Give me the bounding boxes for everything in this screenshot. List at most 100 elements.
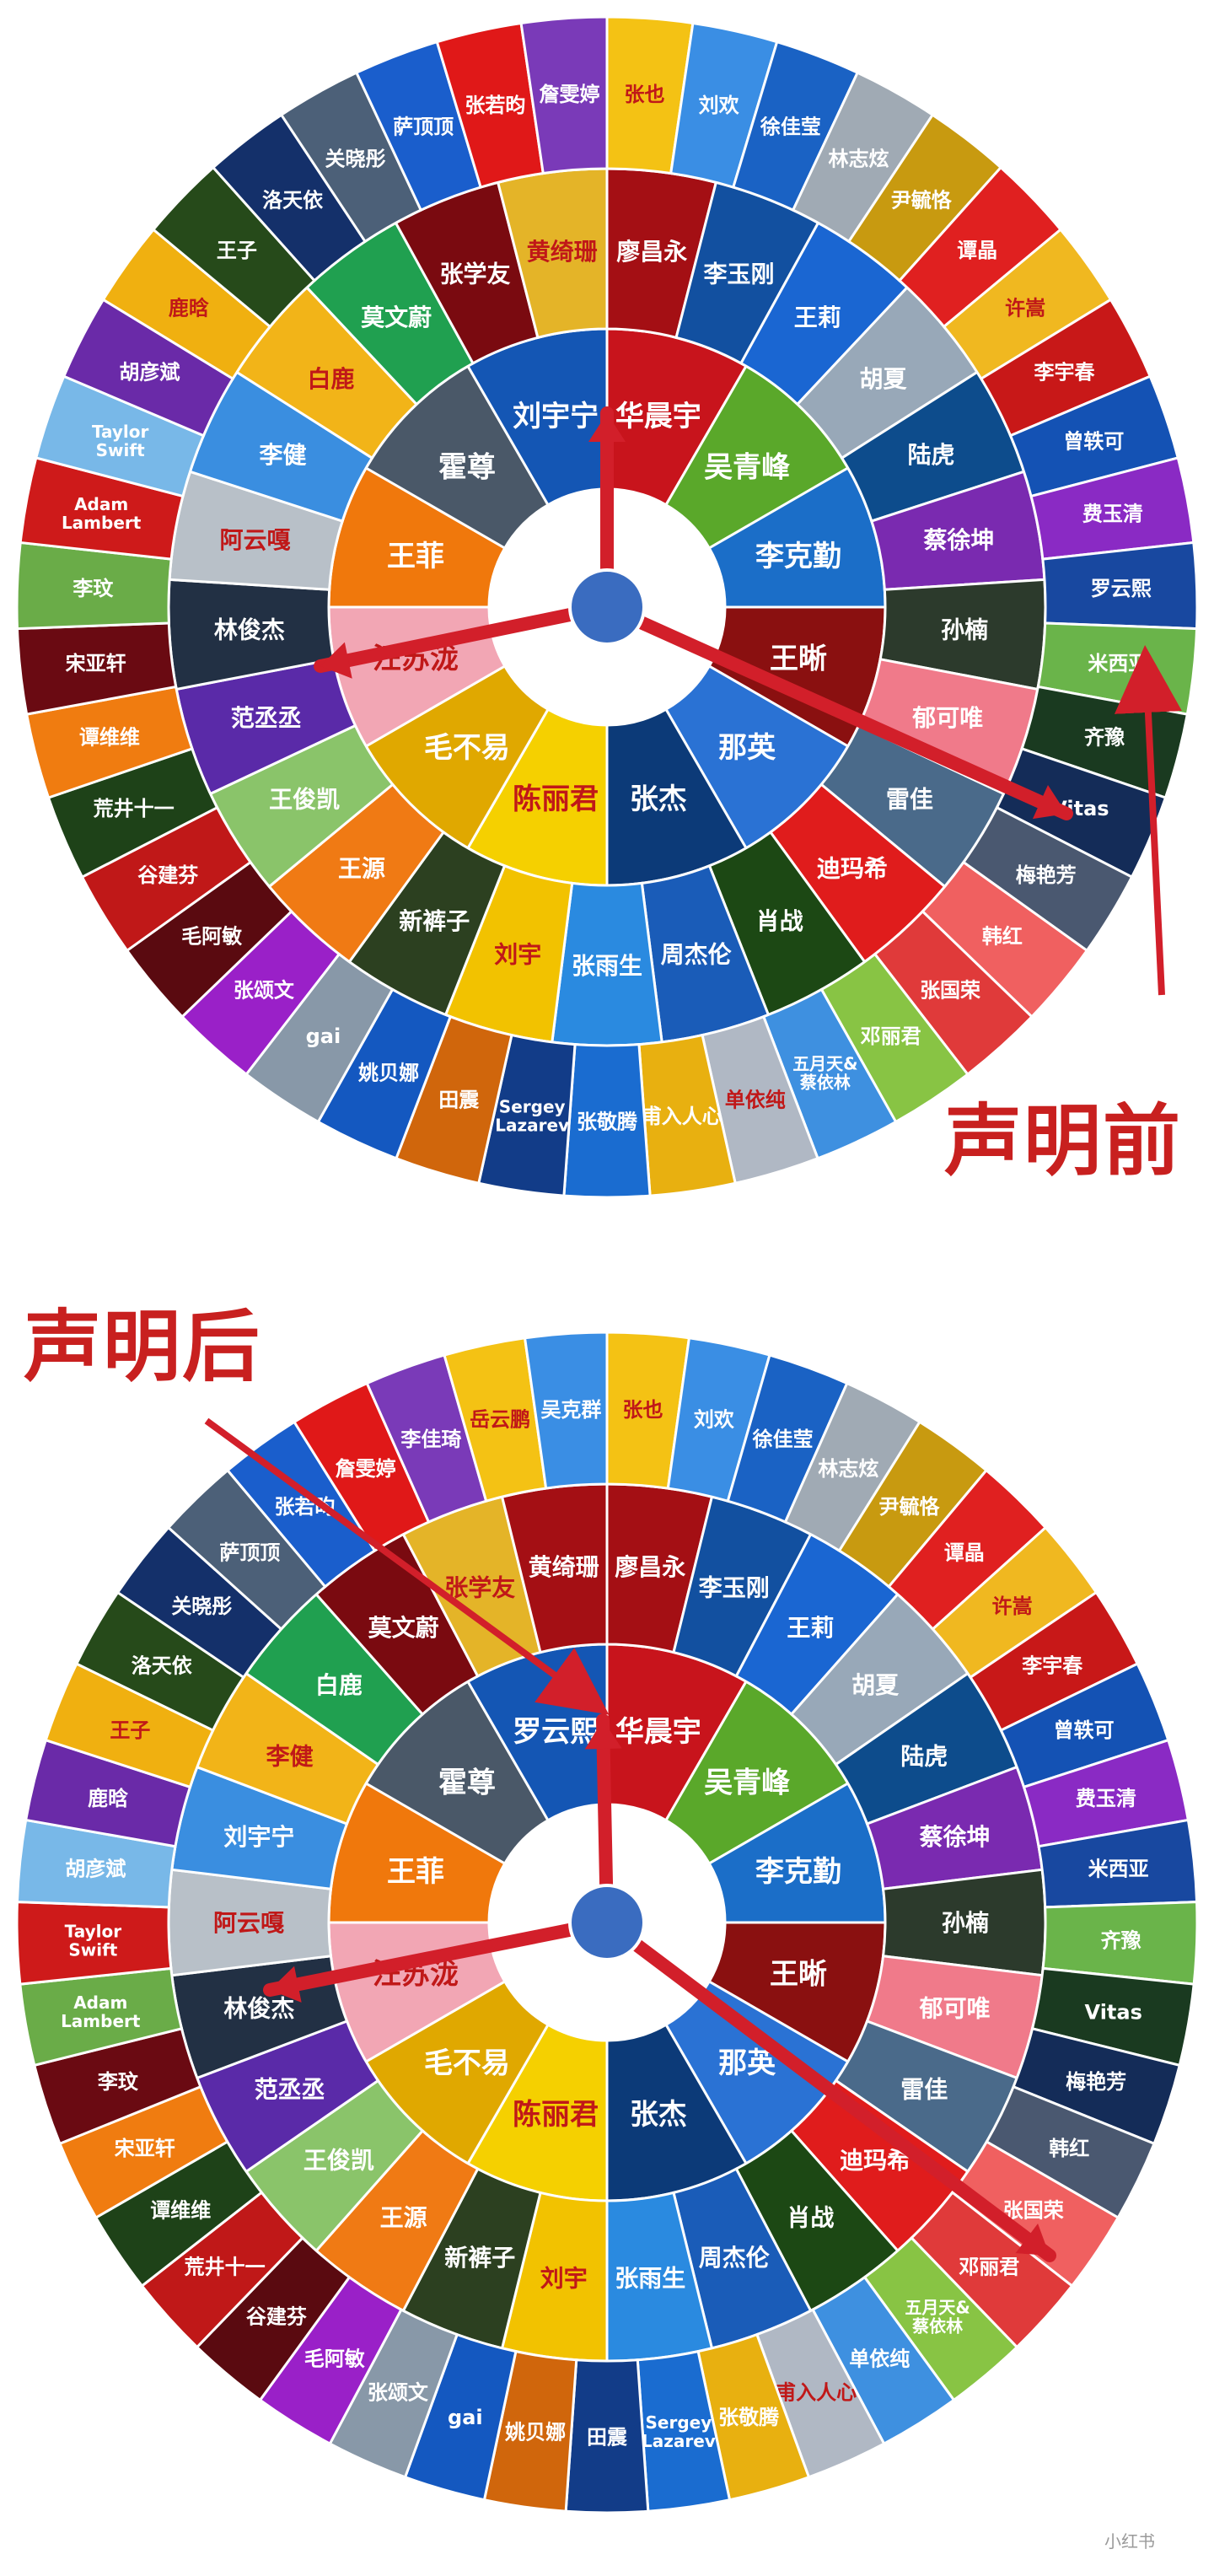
segment-label: 胡彦斌	[120, 360, 180, 384]
segment-outer-19: 甫入人心	[755, 2308, 886, 2479]
segment-label: Taylor Swift	[92, 422, 149, 460]
segment-label: 谭晶	[957, 239, 997, 262]
pointer-head-1	[270, 1966, 302, 2003]
segment-label: Sergey Lazarev	[495, 1096, 569, 1135]
spinner-hub	[568, 568, 646, 646]
segment-middle-22: 莫文蔚	[304, 221, 475, 406]
segment-label: 许嵩	[992, 1595, 1033, 1618]
segment-outer-1: 刘欢	[669, 21, 779, 189]
segment-label: 毛不易	[424, 731, 510, 765]
segment-label: 李玟	[98, 2070, 139, 2094]
segment-label: 韩红	[982, 925, 1023, 949]
segment-label: 那英	[718, 2046, 776, 2080]
segment-label: 李玉刚	[703, 261, 774, 288]
segment-outer-4: 尹毓恪	[846, 113, 1003, 282]
segment-middle-14: 新裤子	[401, 2167, 542, 2350]
segment-label: 迪玛希	[840, 2147, 910, 2175]
segment-label: 刘欢	[699, 94, 740, 117]
segment-label: 张也	[625, 83, 665, 106]
segment-label: 米西亚	[1088, 652, 1148, 675]
segment-outer-20: 张敬腾	[696, 2332, 811, 2502]
segment-label: 荒井十一	[185, 2256, 266, 2279]
pointer-head-0	[588, 413, 626, 442]
segment-label: 黄绮珊	[527, 238, 598, 266]
pointer-hand-1	[314, 600, 614, 673]
segment-label: 詹雯婷	[539, 83, 599, 106]
segment-label: 五月天&蔡依林	[905, 2297, 970, 2336]
segment-label: 刘宇宁	[223, 1823, 294, 1851]
segment-label: 华晨宇	[615, 400, 701, 433]
segment-label: 洛天依	[262, 189, 324, 212]
segment-label: Vitas	[1085, 2000, 1142, 2024]
segment-label: 吴青峰	[704, 451, 790, 485]
segment-label: 吴克群	[540, 1398, 601, 1422]
segment-label: 林俊杰	[223, 1995, 294, 2023]
segment-label: 张学友	[444, 1573, 515, 1601]
segment-label: 齐豫	[1084, 726, 1125, 750]
segment-label: 李健	[266, 1742, 314, 1770]
segment-outer-21: 张敬腾	[562, 1043, 652, 1199]
segment-label: 李玟	[73, 577, 114, 600]
segment-label: 黄绮珊	[529, 1553, 599, 1581]
segment-label: 王菲	[387, 1855, 444, 1889]
segment-label: 毛不易	[424, 2046, 510, 2080]
segment-middle-12: 张雨生	[551, 881, 663, 1047]
segment-label: 郁可唯	[919, 1995, 991, 2023]
segment-label: 谭维维	[79, 726, 140, 750]
segment-label: 陈丽君	[513, 782, 599, 816]
segment-label: 莫文蔚	[368, 1614, 439, 1642]
segment-label: 陈丽君	[513, 2098, 599, 2132]
segment-label: 刘欢	[694, 1408, 735, 1432]
segment-label: 刘宇宁	[513, 400, 599, 433]
segment-label: 鹿晗	[88, 1787, 128, 1810]
watermark: 小红书	[1094, 2525, 1165, 2556]
segment-label: 廖昌永	[616, 238, 687, 266]
segment-label: 肖战	[756, 907, 803, 935]
pointer-hand-2	[600, 1916, 1056, 2262]
segment-label: 徐佳莹	[760, 116, 821, 139]
segment-label: gai	[306, 1024, 341, 1048]
segment-middle-5: 蔡徐坤	[865, 1765, 1044, 1890]
segment-outer-28: 荒井十一	[140, 2191, 304, 2349]
segment-label: 张杰	[630, 2098, 687, 2132]
segment-label: 李宇春	[1034, 360, 1094, 384]
segment-outer-9: 费玉清	[1022, 1738, 1190, 1848]
segment-outer-23: 姚贝娜	[482, 2349, 578, 2513]
segment-label: 邓丽君	[861, 1024, 921, 1048]
segment-label: 费玉清	[1082, 503, 1143, 526]
segment-middle-0: 廖昌永	[605, 1482, 714, 1654]
segment-outer-31: 宋亚轩	[15, 621, 178, 716]
segment-outer-42: 詹雯婷	[519, 15, 609, 175]
segment-label: 范丞丞	[255, 2075, 325, 2103]
segment-label: 甫入人心	[776, 2381, 857, 2405]
segment-label: 阿云嘎	[213, 1909, 284, 1937]
segment-label: 王源	[380, 2204, 427, 2232]
segment-label: 孙楠	[942, 1909, 989, 1937]
segment-label: 张若昀	[465, 94, 525, 117]
segment-label: 林俊杰	[214, 616, 285, 643]
segment-label: 张雨生	[615, 2265, 685, 2293]
segment-label: 王晰	[770, 643, 827, 676]
segment-label: 王源	[338, 855, 385, 883]
segment-inner-4: 那英	[663, 1979, 850, 2165]
segment-label: 蔡徐坤	[920, 1823, 991, 1851]
segment-label: 韩红	[1049, 2137, 1089, 2160]
segment-label: 曾轶可	[1063, 429, 1124, 453]
segment-outer-22: 田震	[564, 2358, 650, 2514]
segment-label: 姚贝娜	[357, 1062, 419, 1085]
segment-label: 毛阿敏	[181, 925, 242, 949]
segment-label: Taylor Swift	[65, 1921, 122, 1960]
segment-outer-10: 米西亚	[1037, 1818, 1199, 1909]
segment-label: 尹毓恪	[879, 1495, 941, 1519]
segment-label: 毛阿敏	[304, 2347, 365, 2371]
pointer-head-2	[1032, 784, 1066, 820]
segment-label: 廖昌永	[615, 1553, 685, 1581]
segment-label: 胡夏	[859, 365, 907, 393]
segment-label: 米西亚	[1088, 1858, 1149, 1881]
segment-label: 姚贝娜	[504, 2420, 566, 2444]
wheel-after: 华晨宇吴青峰李克勤王晰那英张杰陈丽君毛不易汪苏泷王菲霍尊罗云熙廖昌永李玉刚王莉胡…	[15, 1331, 1199, 2514]
segment-label: Sergey Lazarev	[642, 2412, 716, 2451]
segment-label: 李宇春	[1022, 1654, 1082, 1677]
segment-label: 洛天依	[132, 1654, 193, 1677]
segment-label: 关晓彤	[171, 1595, 232, 1618]
